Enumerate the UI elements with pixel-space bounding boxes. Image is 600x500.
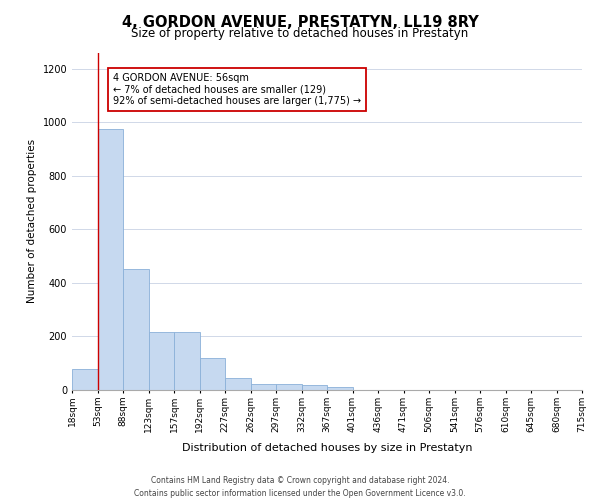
Bar bbox=[123, 270, 149, 390]
Bar bbox=[174, 332, 199, 390]
Y-axis label: Number of detached properties: Number of detached properties bbox=[27, 139, 37, 304]
Bar bbox=[72, 368, 97, 390]
Bar bbox=[251, 384, 276, 390]
Bar bbox=[302, 384, 327, 390]
Bar bbox=[149, 332, 174, 390]
Bar bbox=[327, 388, 353, 390]
Bar bbox=[276, 384, 302, 390]
Text: 4, GORDON AVENUE, PRESTATYN, LL19 8RY: 4, GORDON AVENUE, PRESTATYN, LL19 8RY bbox=[122, 15, 478, 30]
Bar bbox=[225, 378, 251, 390]
Bar bbox=[199, 358, 225, 390]
Text: Size of property relative to detached houses in Prestatyn: Size of property relative to detached ho… bbox=[131, 28, 469, 40]
Bar bbox=[97, 129, 123, 390]
X-axis label: Distribution of detached houses by size in Prestatyn: Distribution of detached houses by size … bbox=[182, 443, 472, 453]
Text: Contains HM Land Registry data © Crown copyright and database right 2024.
Contai: Contains HM Land Registry data © Crown c… bbox=[134, 476, 466, 498]
Text: 4 GORDON AVENUE: 56sqm
← 7% of detached houses are smaller (129)
92% of semi-det: 4 GORDON AVENUE: 56sqm ← 7% of detached … bbox=[113, 72, 361, 106]
